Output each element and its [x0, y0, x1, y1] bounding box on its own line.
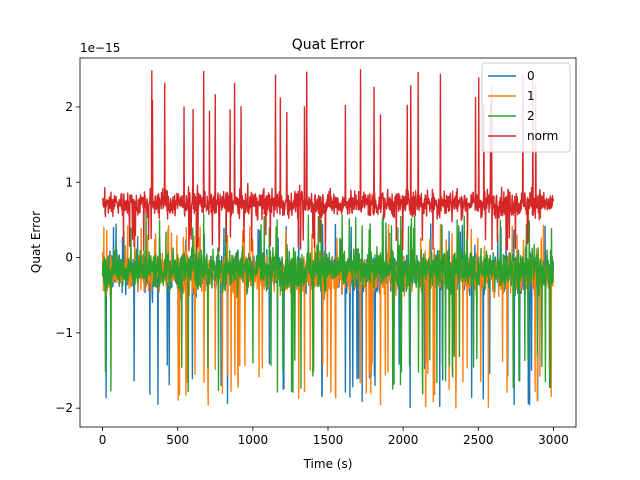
x-tick-label: 2500: [463, 433, 494, 447]
x-tick-label: 1500: [313, 433, 344, 447]
x-axis-ticks: 0 500 1000 1500 2000 2500 3000: [99, 427, 569, 447]
legend-label-norm: norm: [527, 129, 558, 143]
x-tick-label: 0: [99, 433, 107, 447]
legend-label-2: 2: [527, 109, 535, 123]
x-tick-label: 1000: [238, 433, 269, 447]
chart-title: Quat Error: [292, 37, 365, 53]
x-axis-label: Time (s): [303, 457, 353, 471]
y-axis-ticks: −2 −1 0 1 2: [55, 100, 80, 415]
x-tick-label: 2000: [388, 433, 419, 447]
x-tick-label: 500: [166, 433, 189, 447]
y-tick-label: −2: [55, 401, 73, 415]
legend: 0 1 2 norm: [481, 62, 571, 153]
y-tick-label: −1: [55, 326, 73, 340]
series-line-2: [101, 212, 555, 395]
legend-label-0: 0: [527, 69, 535, 83]
y-axis-offset-label: 1e−15: [80, 41, 120, 55]
y-tick-label: 1: [65, 175, 73, 189]
legend-label-1: 1: [527, 89, 535, 103]
y-tick-label: 0: [65, 251, 73, 265]
series-layer: [101, 69, 555, 409]
series-line-norm: [101, 69, 555, 253]
legend-box: [481, 62, 571, 153]
y-axis-label: Quat Error: [29, 211, 43, 273]
y-tick-label: 2: [65, 100, 73, 114]
x-tick-label: 3000: [538, 433, 569, 447]
